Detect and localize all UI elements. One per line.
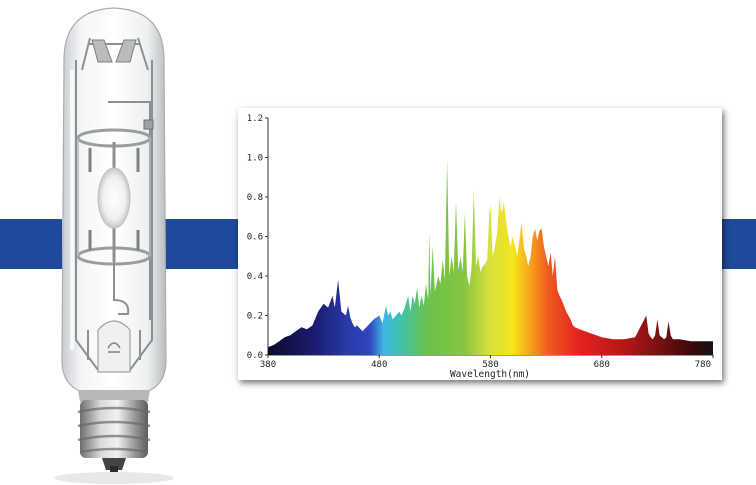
spectrum-series [268, 159, 713, 355]
y-tick-label: 0.0 [247, 351, 263, 361]
x-tick-label: 480 [371, 360, 387, 370]
blue-band-middle [160, 219, 250, 269]
chart-ticks: 380 480 580 680 780 0.0 0.2 0.4 0.6 0.8 1.0 1.2 [247, 114, 714, 370]
y-tick-label: 1.0 [247, 154, 263, 164]
blue-band-right [718, 219, 756, 269]
y-tick-label: 0.8 [247, 193, 263, 203]
spectrum-chart: 380 480 580 680 780 0.0 0.2 0.4 0.6 0.8 1.0 1.2 Wav… [247, 114, 714, 380]
metal-halide-lamp-icon [54, 7, 174, 484]
y-tick-label: 0.6 [247, 233, 263, 243]
spectrum-chart-panel: 380 480 580 680 780 0.0 0.2 0.4 0.6 0.8 1.0 1.2 Wav… [238, 108, 722, 380]
x-tick-label: 380 [260, 360, 276, 370]
x-axis-title: Wavelength(nm) [450, 369, 530, 380]
y-tick-label: 1.2 [247, 114, 263, 124]
y-tick-label: 0.4 [247, 272, 263, 282]
spectrum-area [268, 159, 713, 355]
x-tick-label: 580 [482, 360, 498, 370]
x-tick-label: 780 [695, 360, 711, 370]
y-tick-label: 0.2 [247, 312, 263, 322]
x-tick-label: 680 [594, 360, 610, 370]
blue-band-left [0, 219, 62, 269]
